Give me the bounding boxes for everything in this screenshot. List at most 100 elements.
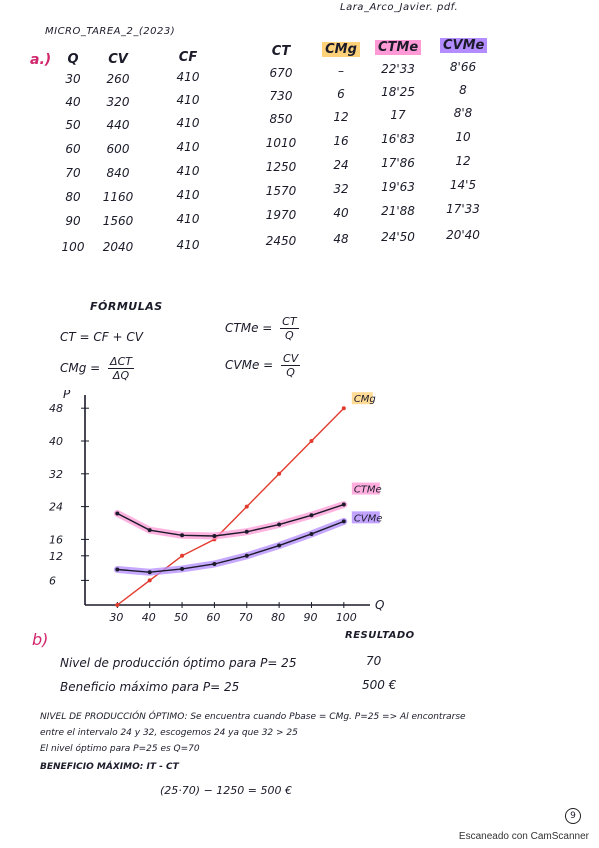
- question-max-benefit: Beneficio máximo para P= 25: [60, 680, 240, 694]
- cell-q-row-6: 80: [65, 190, 81, 204]
- author-name: Lara_Arco_Javier. pdf.: [340, 2, 459, 13]
- cell-ct-row-8: 2450: [265, 234, 297, 248]
- point-cmg-40: [147, 578, 152, 583]
- x-tick-label-80: 80: [271, 611, 285, 624]
- col-header-ct: CT: [271, 44, 291, 59]
- point-cvme-70: [244, 553, 249, 558]
- series-cmg-line: [116, 407, 345, 606]
- formula-ctme: CTMe = CT Q: [225, 315, 299, 342]
- cell-ct-row-7: 1970: [265, 208, 297, 222]
- cell-cvme-row-2: 8: [459, 83, 467, 97]
- cell-ctme-row-2: 18'25: [381, 85, 415, 99]
- point-cvme-50: [180, 566, 185, 571]
- series-cvme-line: [117, 520, 345, 573]
- series-label-cvme: CVMe: [354, 513, 383, 524]
- cell-cf-row-4: 410: [176, 140, 200, 154]
- cell-cvme-row-3: 8'8: [453, 106, 473, 120]
- y-tick-label-40: 40: [49, 435, 63, 448]
- point-cmg-100: [341, 406, 346, 411]
- answer-optimal-production: 70: [366, 654, 382, 668]
- point-cmg-80: [277, 471, 282, 476]
- cell-cv-row-1: 260: [106, 72, 130, 86]
- point-cmg-50: [180, 553, 185, 558]
- point-cmg-90: [309, 439, 314, 443]
- question-optimal-production: Nivel de producción óptimo para P= 25: [60, 656, 297, 670]
- cell-ct-row-6: 1570: [265, 184, 297, 198]
- explanation-line-5: (25·70) − 1250 = 500 €: [160, 784, 292, 797]
- point-ctme-30: [115, 511, 120, 516]
- cell-q-row-1: 30: [65, 72, 81, 86]
- x-tick-label-30: 30: [109, 611, 123, 624]
- cell-cf-row-7: 410: [176, 212, 200, 226]
- point-cvme-90: [309, 531, 314, 536]
- y-axis-label: P: [63, 390, 71, 401]
- x-tick-label-100: 100: [336, 611, 357, 624]
- cell-cmg-row-6: 32: [333, 182, 349, 196]
- cell-cf-row-6: 410: [176, 188, 200, 202]
- col-header-cmg: CMg: [318, 42, 364, 57]
- cell-cf-row-1: 410: [176, 70, 200, 84]
- cell-ctme-row-4: 16'83: [381, 132, 415, 146]
- y-tick-label-16: 16: [49, 533, 63, 546]
- cell-cvme-row-7: 17'33: [446, 202, 480, 216]
- formula-cvme: CVMe = CV Q: [225, 352, 301, 379]
- point-cvme-80: [277, 543, 282, 548]
- y-tick-label-24: 24: [49, 501, 63, 514]
- cell-ctme-row-7: 21'88: [381, 204, 415, 218]
- cell-q-row-7: 90: [65, 214, 81, 228]
- cell-cmg-row-2: 6: [337, 87, 345, 101]
- cell-cv-row-6: 1160: [102, 190, 134, 204]
- cell-cf-row-2: 410: [176, 93, 200, 107]
- section-a-label: a.): [30, 52, 52, 68]
- cell-cvme-row-1: 8'66: [449, 60, 477, 74]
- cell-ct-row-5: 1250: [265, 160, 297, 174]
- series-label-bg-cmg: [351, 392, 373, 405]
- cell-cvme-row-8: 20'40: [446, 228, 480, 242]
- formula-ct: CT = CF + CV: [60, 330, 143, 344]
- result-header: RESULTADO: [345, 630, 415, 641]
- cell-ctme-row-5: 17'86: [381, 156, 415, 170]
- cell-ct-row-1: 670: [269, 66, 293, 80]
- cell-q-row-2: 40: [65, 95, 81, 109]
- cell-ct-row-4: 1010: [265, 136, 297, 150]
- cell-cv-row-3: 440: [106, 118, 130, 132]
- formula-cmg: CMg = ΔCT ΔQ: [60, 355, 134, 382]
- cell-cv-row-8: 2040: [102, 240, 134, 254]
- cell-q-row-5: 70: [65, 166, 81, 180]
- cell-q-row-4: 60: [65, 142, 81, 156]
- point-ctme-50: [180, 533, 185, 538]
- col-header-cf: CF: [178, 50, 198, 65]
- y-tick-label-32: 32: [49, 468, 63, 481]
- cost-curves-chart: P Q 30 40 50 60 70 80 90 100 6 12 16 24 32 40 48 CMg CTMe C…: [49, 390, 384, 624]
- series-ctme-line: [117, 503, 345, 537]
- cell-ctme-row-6: 19'63: [381, 180, 415, 194]
- point-ctme-90: [309, 513, 314, 518]
- cell-q-row-8: 100: [61, 240, 85, 254]
- assignment-title: MICRO_TAREA_2_(2023): [45, 26, 176, 37]
- cell-ct-row-2: 730: [269, 89, 293, 103]
- cell-ctme-row-8: 24'50: [381, 230, 415, 244]
- col-header-ctme: CTMe: [375, 40, 422, 55]
- cell-cf-row-8: 410: [176, 238, 200, 252]
- explanation-line-1: NIVEL DE PRODUCCIÓN ÓPTIMO: Se encuentra…: [40, 712, 466, 722]
- col-header-cv: CV: [108, 52, 128, 67]
- point-cvme-30: [115, 567, 120, 572]
- section-b-label: b): [32, 630, 49, 649]
- cell-cmg-row-1: –: [338, 64, 344, 78]
- point-ctme-80: [277, 522, 282, 527]
- cell-cmg-row-4: 16: [333, 134, 349, 148]
- cell-cf-row-3: 410: [176, 116, 200, 130]
- point-cvme-100: [341, 519, 346, 524]
- point-cmg-70: [244, 504, 249, 509]
- cell-cvme-row-6: 14'5: [449, 178, 477, 192]
- col-header-cvme: CVMe: [440, 38, 488, 53]
- explanation-line-2: entre el intervalo 24 y 32, escogemos 24…: [40, 728, 298, 738]
- cell-ct-row-3: 850: [269, 112, 293, 126]
- y-tick-label-48: 48: [49, 402, 63, 415]
- x-tick-label-60: 60: [206, 611, 220, 624]
- formulas-title: FÓRMULAS: [90, 300, 163, 313]
- cell-cvme-row-4: 10: [455, 130, 471, 144]
- answer-max-benefit: 500 €: [362, 678, 397, 692]
- y-tick-label-6: 6: [49, 574, 56, 587]
- series-label-cmg: CMg: [354, 394, 376, 405]
